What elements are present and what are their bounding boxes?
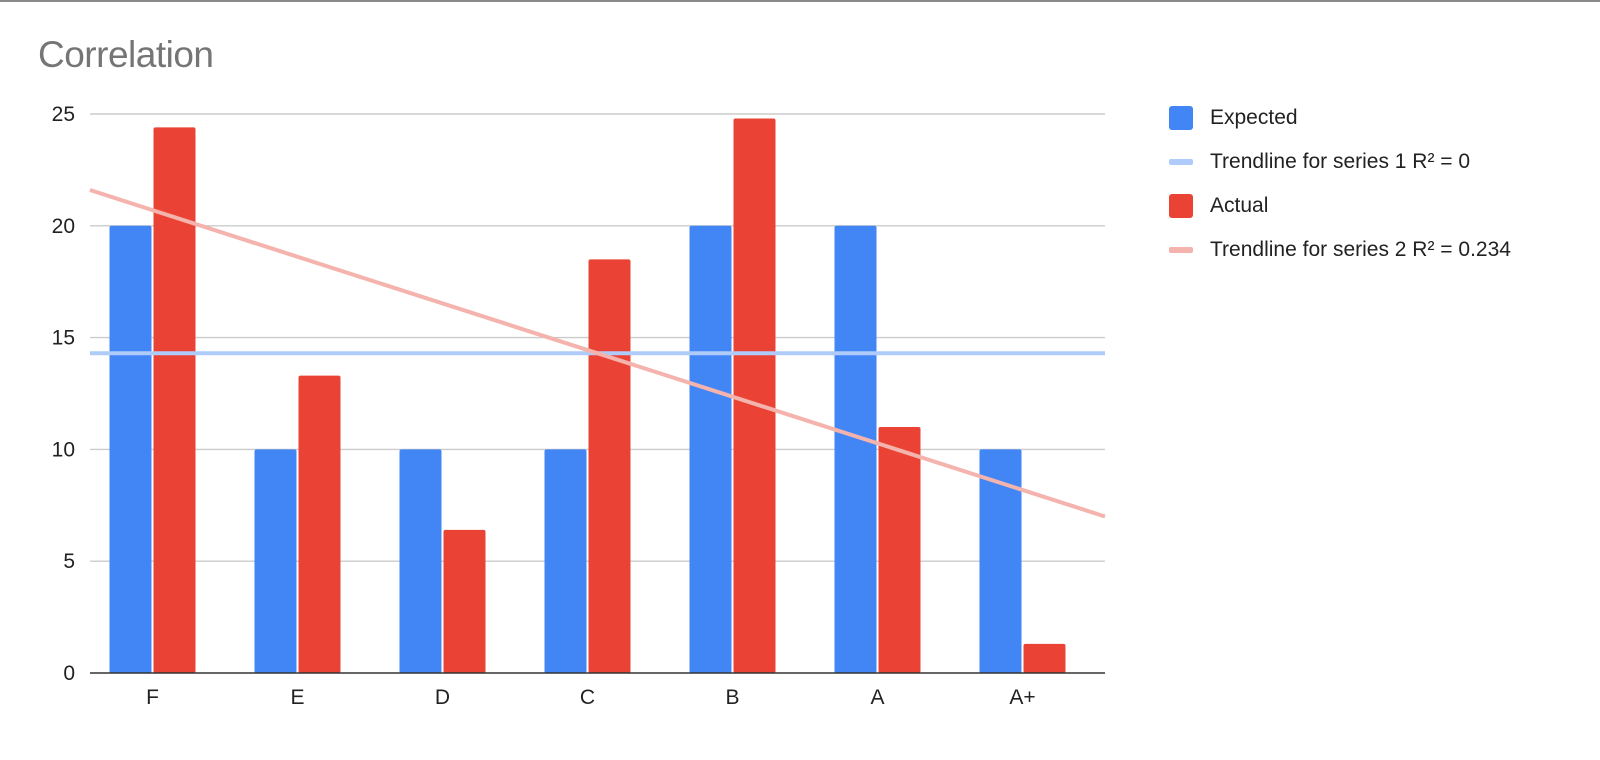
- bar-actual-a: [878, 427, 921, 673]
- legend-item-trendline-series-1: Trendline for series 1 R² = 0: [1169, 140, 1589, 184]
- bar-actual-b: [733, 118, 776, 674]
- trendline-series-2: [89, 188, 1106, 519]
- x-tick-label-f: F: [146, 686, 159, 709]
- legend-swatch-expected: [1169, 106, 1193, 130]
- x-tick-label-d: D: [435, 686, 450, 709]
- bar-expected-c: [544, 449, 587, 673]
- chart-title: Correlation: [38, 34, 214, 75]
- legend-swatch-actual: [1169, 194, 1193, 218]
- x-tick-label-a: A: [870, 686, 884, 709]
- bars: [109, 118, 1066, 674]
- bar-expected-a: [834, 225, 877, 674]
- legend-label-actual: Actual: [1210, 194, 1269, 217]
- x-tick-label-b: B: [725, 686, 739, 709]
- y-tick-label-0: 0: [63, 662, 75, 685]
- bar-expected-d: [399, 449, 442, 673]
- legend-swatch-trendline-series-2: [1169, 247, 1193, 253]
- y-tick-label-5: 5: [63, 550, 75, 573]
- bar-expected-e: [254, 449, 297, 673]
- x-tick-label-e: E: [290, 686, 304, 709]
- legend-label-trendline-series-2: Trendline for series 2 R² = 0.234: [1210, 238, 1511, 261]
- bar-expected-a-plus: [979, 449, 1022, 673]
- bar-actual-c: [588, 259, 631, 673]
- legend-item-trendline-series-2: Trendline for series 2 R² = 0.234: [1169, 228, 1589, 272]
- legend-label-trendline-series-1: Trendline for series 1 R² = 0: [1210, 150, 1471, 173]
- bar-expected-b: [689, 225, 732, 674]
- trendlines: [89, 188, 1106, 519]
- bar-actual-f: [153, 127, 196, 673]
- bar-expected-f: [109, 225, 152, 674]
- y-tick-label-25: 25: [52, 103, 75, 126]
- legend-item-expected: Expected: [1169, 96, 1589, 140]
- bar-actual-e: [298, 375, 341, 673]
- x-tick-label-a-plus: A+: [1009, 686, 1035, 709]
- legend-item-actual: Actual: [1169, 184, 1589, 228]
- y-tick-label-15: 15: [52, 327, 75, 350]
- window-top-border: [0, 0, 1600, 2]
- y-tick-label-20: 20: [52, 215, 75, 238]
- legend-swatch-trendline-series-1: [1169, 159, 1193, 165]
- bar-actual-d: [443, 529, 486, 673]
- legend-label-expected: Expected: [1210, 106, 1298, 129]
- legend: Expected Trendline for series 1 R² = 0 A…: [1169, 96, 1589, 272]
- bar-actual-a-plus: [1023, 643, 1066, 673]
- x-tick-label-c: C: [580, 686, 595, 709]
- y-tick-label-10: 10: [52, 438, 75, 461]
- axes: 0 5 10 15 20 25 F E D C B A A+: [52, 103, 1105, 709]
